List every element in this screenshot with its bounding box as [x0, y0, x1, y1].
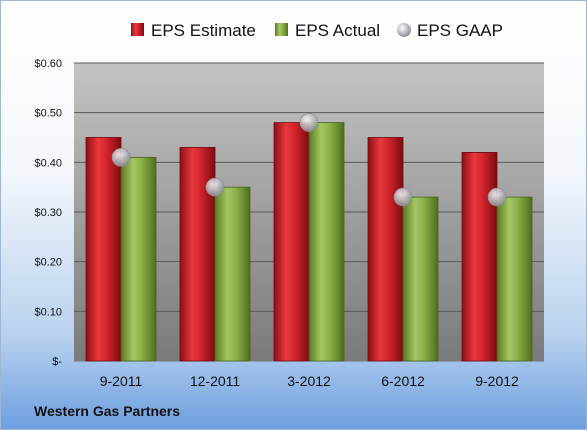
legend-swatch: [397, 23, 411, 37]
company-name: Western Gas Partners: [34, 403, 181, 419]
legend-swatch: [275, 23, 288, 36]
legend-label: EPS Actual: [295, 21, 380, 40]
eps-gaap-marker: [299, 113, 319, 132]
eps-gaap-marker: [487, 187, 507, 207]
y-tick-label: $-: [52, 356, 62, 368]
y-tick-label: $0.40: [34, 157, 62, 169]
eps-estimate-bar: [273, 122, 310, 362]
eps-actual-bar: [214, 186, 251, 362]
x-tick-label: 3-2012: [287, 373, 331, 389]
legend-label: EPS GAAP: [417, 21, 503, 40]
x-tick-label: 12-2011: [190, 373, 241, 389]
y-tick-label: $0.60: [34, 58, 62, 70]
legend-label: EPS Estimate: [151, 21, 256, 40]
x-tick-label: 9-2011: [100, 373, 143, 389]
y-tick-label: $0.20: [34, 257, 62, 269]
y-tick-label: $0.30: [34, 207, 62, 219]
eps-actual-bar: [308, 122, 345, 362]
eps-estimate-bar: [179, 147, 216, 362]
x-tick-label: 9-2012: [475, 373, 519, 389]
eps-gaap-marker: [111, 148, 131, 167]
eps-gaap-marker: [393, 187, 413, 207]
eps-actual-bar: [120, 156, 157, 362]
x-tick-label: 6-2012: [381, 373, 425, 389]
eps-estimate-bar: [367, 137, 404, 362]
eps-estimate-bar: [85, 137, 122, 362]
eps-actual-bar: [402, 196, 439, 362]
y-tick-label: $0.10: [34, 306, 62, 318]
eps-actual-bar: [496, 196, 533, 362]
y-tick-label: $0.50: [34, 108, 62, 120]
eps-gaap-marker: [205, 177, 225, 197]
legend-swatch: [131, 23, 144, 36]
eps-estimate-bar: [461, 151, 498, 362]
